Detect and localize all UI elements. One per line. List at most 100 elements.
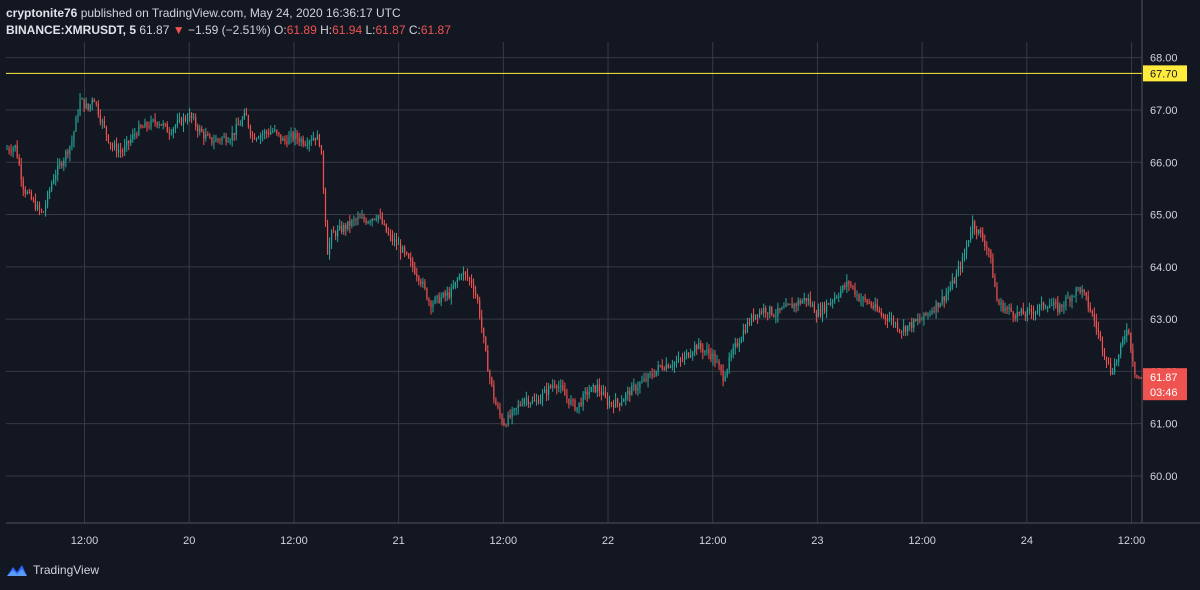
candle (304, 140, 306, 147)
candle (282, 136, 284, 142)
candle (213, 134, 215, 150)
candle (722, 364, 724, 387)
candle (1049, 298, 1051, 309)
candle (44, 200, 47, 217)
candle (880, 308, 882, 318)
candle (797, 297, 799, 312)
candle (675, 355, 678, 368)
candle (537, 395, 540, 405)
candle (408, 252, 410, 260)
candle (280, 134, 282, 145)
candle (422, 277, 424, 288)
candle (807, 293, 809, 306)
price-tick-label: 64.00 (1150, 262, 1178, 274)
candle (290, 127, 292, 144)
candle (610, 401, 613, 408)
candle (83, 98, 85, 113)
candle (604, 386, 607, 399)
candle (836, 294, 838, 299)
candle (947, 286, 949, 301)
candle (219, 137, 221, 145)
candle (26, 189, 28, 195)
candle (606, 392, 609, 410)
candle (22, 176, 24, 197)
candle (1083, 288, 1085, 296)
candle (566, 388, 568, 404)
candle (509, 409, 511, 420)
candle (645, 372, 647, 383)
price-tick-label: 66.00 (1150, 157, 1178, 169)
time-tick-label: 20 (183, 535, 195, 547)
candle (1036, 304, 1039, 315)
candle (75, 115, 77, 132)
candle (310, 135, 312, 146)
time-axis[interactable]: 12:00 20 12:00 21 12:00 22 12:00 23 12:00 24 12:00 (71, 535, 1146, 547)
candle (827, 302, 830, 305)
candle (724, 371, 726, 382)
candle (988, 247, 990, 258)
price-chart[interactable]: 68.0067.0066.0065.0064.0063.0062.0061.00… (0, 0, 1200, 560)
candle (440, 292, 442, 307)
candle (586, 387, 588, 402)
candle (326, 219, 329, 255)
candle (1012, 310, 1014, 323)
candle (28, 188, 30, 194)
candle (984, 234, 986, 251)
symbol-label[interactable]: BINANCE:XMRUSDT, 5 (6, 23, 137, 37)
candle (915, 318, 917, 322)
tradingview-logo-icon[interactable] (6, 563, 28, 577)
candle (205, 127, 207, 142)
candle (612, 399, 615, 414)
candle (264, 128, 266, 140)
candle (339, 219, 341, 231)
candle (1061, 304, 1063, 312)
candle (46, 190, 49, 209)
candle (588, 384, 590, 399)
candle (1008, 303, 1010, 315)
candle (111, 142, 114, 152)
brand-name[interactable]: TradingView (33, 563, 100, 577)
candle (661, 359, 663, 371)
candle (539, 394, 542, 405)
candle (852, 285, 854, 291)
candle (130, 134, 132, 146)
candle (592, 383, 594, 393)
candle (168, 127, 170, 140)
grid (6, 42, 1142, 523)
last-price: 61.87 (139, 23, 170, 37)
candle (369, 219, 371, 226)
candle (756, 314, 759, 324)
candle (367, 220, 369, 225)
publisher-name[interactable]: cryptonite76 (6, 6, 78, 20)
candle (815, 309, 818, 323)
candle (243, 108, 245, 120)
candle (328, 237, 331, 260)
candle (395, 232, 398, 251)
candle (596, 379, 598, 398)
low-value: 61.87 (375, 23, 406, 37)
candle (543, 386, 546, 394)
candle (1089, 302, 1091, 313)
candle (199, 124, 201, 136)
candle (763, 303, 765, 318)
candle (466, 268, 469, 282)
candle (379, 208, 381, 220)
candle (907, 325, 909, 336)
candle (523, 397, 525, 407)
candle (1077, 286, 1079, 292)
candle (12, 145, 14, 158)
candle (1059, 302, 1061, 315)
price-tick-label: 61.00 (1150, 419, 1178, 431)
candle (590, 386, 592, 393)
price-axis[interactable]: 68.0067.0066.0065.0064.0063.0062.0061.00… (1150, 53, 1178, 483)
candle (337, 224, 339, 243)
candle (892, 315, 895, 328)
candle (1105, 356, 1108, 369)
candle (6, 144, 8, 151)
candle (109, 142, 112, 150)
candle (1075, 286, 1077, 303)
candle (365, 217, 367, 225)
candle (353, 215, 355, 227)
candle (552, 379, 554, 392)
candle (36, 200, 39, 212)
